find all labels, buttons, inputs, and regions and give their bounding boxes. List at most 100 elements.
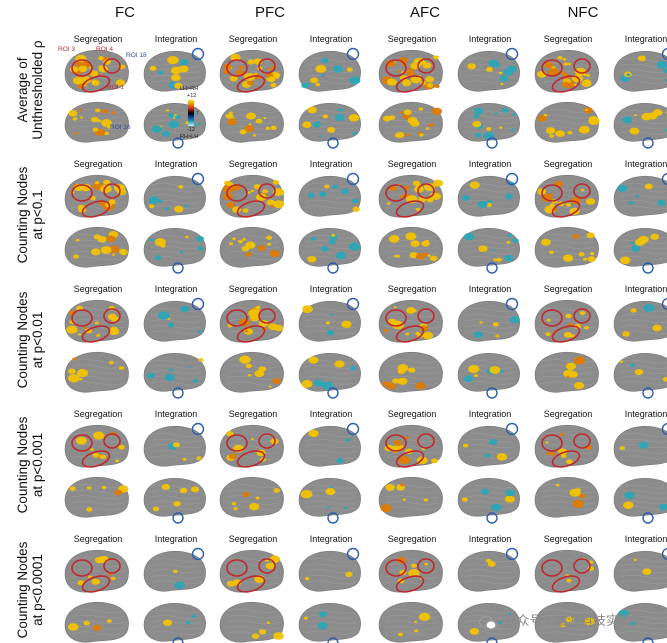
roi-red-circles (541, 558, 591, 593)
roi3-label: ROI 3 (58, 46, 75, 53)
segregation-brain-medial (219, 226, 284, 268)
integration-brain-lateral (143, 300, 206, 342)
roi-blue-circles (486, 47, 519, 149)
sub-title-integration: Integration (624, 534, 667, 544)
segregation-brain-medial (534, 101, 600, 143)
integration-brain-lateral (457, 50, 520, 92)
segregation-brain-medial (534, 351, 599, 393)
integration-brain-lateral (457, 550, 520, 592)
roi-red-circles (71, 308, 121, 343)
roi-blue-circles (642, 297, 667, 399)
sub-title-segregation: Segregation (228, 34, 278, 44)
colorbar-bottom-label: RH>LH (180, 134, 199, 140)
sub-title-segregation: Segregation (387, 159, 437, 169)
roi-blue-circles (327, 297, 360, 399)
segregation-brain-medial (64, 226, 129, 268)
segregation-brain-lateral (378, 424, 443, 468)
row-label-3-line2: at p<0.01 (30, 311, 45, 369)
roi-red-circles (226, 558, 276, 593)
sub-title-segregation: Segregation (387, 534, 437, 544)
integration-brain-lateral (143, 175, 206, 217)
sub-title-segregation: Segregation (73, 159, 123, 169)
integration-brain-medial (457, 353, 520, 392)
roi-red-circles (385, 433, 435, 468)
roi-blue-circles (486, 172, 519, 274)
roi-blue-circles (642, 547, 667, 643)
sub-title-segregation: Segregation (73, 34, 123, 44)
roi-blue-circles (327, 547, 360, 643)
column-title-nfc: NFC (567, 4, 599, 21)
roi-blue-circles (172, 547, 205, 643)
segregation-brain-lateral (64, 174, 129, 218)
integration-brain-lateral (613, 175, 667, 217)
roi-blue-circles (486, 547, 519, 643)
segregation-brain-medial (64, 101, 129, 143)
sub-title-segregation: Segregation (387, 34, 437, 44)
sub-title-integration: Integration (309, 284, 353, 294)
integration-brain-medial (143, 478, 206, 517)
sub-title-integration: Integration (624, 284, 667, 294)
roi-blue-circles (172, 172, 205, 274)
sub-title-integration: Integration (468, 284, 512, 294)
segregation-brain-medial (219, 101, 284, 143)
sub-title-integration: Integration (624, 159, 667, 169)
integration-brain-medial (457, 478, 520, 517)
segregation-brain-lateral (64, 549, 129, 593)
segregation-brain-medial (378, 226, 443, 268)
segregation-brain-medial (219, 601, 284, 643)
sub-title-integration: Integration (309, 534, 353, 544)
segregation-brain-lateral (534, 174, 599, 218)
segregation-brain-lateral (534, 424, 599, 468)
integration-brain-medial (143, 353, 206, 392)
segregation-brain-lateral (219, 49, 284, 93)
segregation-brain-lateral (64, 424, 129, 468)
sub-title-integration: Integration (468, 534, 512, 544)
row-label-1-line1: Average of (15, 57, 30, 123)
integration-brain-medial (613, 228, 667, 267)
row-label-2-line2: at p<0.1 (30, 190, 45, 240)
integration-brain-lateral (298, 550, 361, 592)
segregation-brain-lateral (64, 299, 129, 343)
sub-title-segregation: Segregation (73, 284, 123, 294)
integration-brain-lateral (613, 425, 667, 467)
sub-title-segregation: Segregation (387, 284, 437, 294)
sub-title-integration: Integration (624, 34, 667, 44)
roi-red-circles (71, 558, 121, 593)
segregation-brain-medial (534, 601, 599, 643)
segregation-brain-medial (378, 351, 443, 393)
segregation-brain-medial (219, 351, 284, 393)
sub-title-segregation: Segregation (543, 534, 593, 544)
roi-red-circles (71, 433, 121, 468)
colorbar-min: -12 (187, 127, 195, 133)
integration-brain-medial (613, 603, 667, 642)
roi-blue-circles (486, 422, 519, 524)
sub-title-integration: Integration (468, 34, 512, 44)
roi-red-circles (385, 308, 435, 343)
row-label-5-line2: at p<0.0001 (30, 554, 45, 626)
integration-brain-medial (143, 228, 206, 267)
roi-red-circles (541, 433, 591, 468)
roi18-label: ROI 18 (126, 52, 147, 59)
roi4-label: ROI 4 (96, 46, 113, 53)
sub-title-segregation: Segregation (73, 409, 123, 419)
roi-red-circles (385, 58, 435, 93)
sub-title-segregation: Segregation (228, 284, 278, 294)
sub-title-integration: Integration (468, 409, 512, 419)
integration-brain-medial (613, 478, 667, 517)
colorbar-max: +12 (187, 93, 197, 99)
integration-brain-lateral (457, 300, 520, 342)
roi-red-circles (385, 558, 435, 593)
integration-brain-lateral (613, 550, 667, 592)
segregation-brain-medial (534, 226, 599, 268)
segregation-brain-lateral (219, 174, 285, 218)
integration-brain-medial (613, 353, 667, 392)
column-title-afc: AFC (410, 4, 440, 21)
roi-red-circles (226, 433, 276, 468)
segregation-brain-lateral (534, 299, 599, 343)
roi-blue-circles (172, 297, 205, 399)
segregation-brain-lateral (378, 549, 443, 593)
roi-blue-circles (642, 422, 667, 524)
sub-title-segregation: Segregation (543, 409, 593, 419)
sub-title-segregation: Segregation (228, 534, 278, 544)
